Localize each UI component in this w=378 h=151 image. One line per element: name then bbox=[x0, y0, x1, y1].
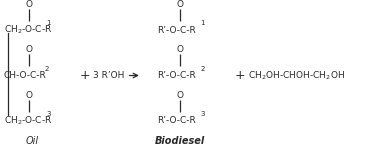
Text: 3: 3 bbox=[200, 111, 205, 117]
Text: Biodiesel: Biodiesel bbox=[155, 137, 204, 146]
Text: 3 R’OH: 3 R’OH bbox=[93, 71, 124, 80]
Text: O: O bbox=[176, 91, 183, 100]
Text: CH$_2$OH-CHOH-CH$_2$OH: CH$_2$OH-CHOH-CH$_2$OH bbox=[248, 69, 345, 82]
Text: 1: 1 bbox=[200, 20, 205, 26]
Text: +: + bbox=[80, 69, 90, 82]
Text: O: O bbox=[26, 45, 33, 54]
Text: CH-O-C-R: CH-O-C-R bbox=[4, 71, 46, 80]
Text: 2: 2 bbox=[200, 66, 205, 72]
Text: O: O bbox=[176, 0, 183, 9]
Text: 2: 2 bbox=[45, 66, 49, 72]
Text: 3: 3 bbox=[46, 111, 51, 117]
Text: CH$_2$-O-C-R: CH$_2$-O-C-R bbox=[4, 115, 52, 127]
Text: O: O bbox=[26, 0, 33, 9]
Text: R’-O-C-R: R’-O-C-R bbox=[157, 116, 196, 125]
Text: 1: 1 bbox=[46, 20, 51, 26]
Text: CH$_2$-O-C-R: CH$_2$-O-C-R bbox=[4, 24, 52, 36]
Text: O: O bbox=[26, 91, 33, 100]
Text: +: + bbox=[235, 69, 245, 82]
Text: Oil: Oil bbox=[26, 137, 39, 146]
Text: O: O bbox=[176, 45, 183, 54]
Text: R’-O-C-R: R’-O-C-R bbox=[157, 26, 196, 35]
Text: R’-O-C-R: R’-O-C-R bbox=[157, 71, 196, 80]
